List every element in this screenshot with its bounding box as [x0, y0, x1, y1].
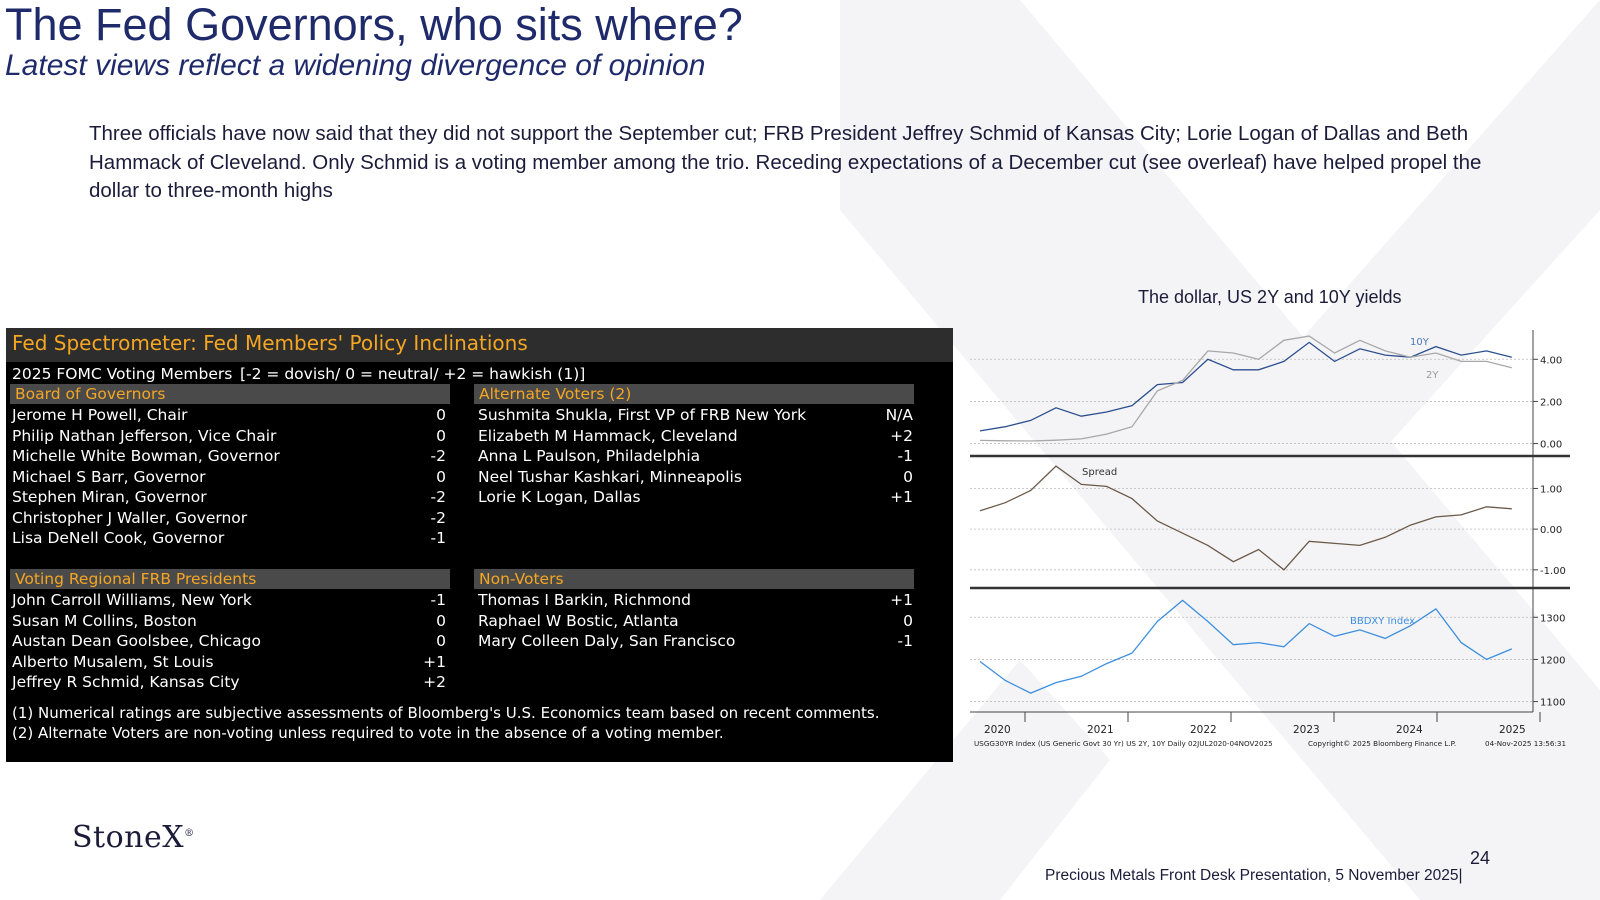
section-heading: Alternate Voters (2) [479, 385, 632, 403]
x-tick-label: 2025 [1499, 724, 1526, 736]
x-tick-label: 2022 [1190, 724, 1217, 736]
series-label: 2Y [1426, 370, 1439, 381]
member-score: 0 [436, 611, 446, 630]
member-score: 0 [903, 467, 913, 486]
series-line [979, 465, 1512, 571]
y-tick-label: 2.00 [1540, 397, 1562, 408]
section-heading: Voting Regional FRB Presidents [15, 570, 257, 588]
yield-dollar-chart: 4.00 2.00 0.00 1.00 0.00 -1.00 1300 1200 1100 10Y… [970, 330, 1570, 760]
x-tick-label: 2020 [984, 724, 1011, 736]
chart-svg: 4.00 2.00 0.00 1.00 0.00 -1.00 1300 1200 1100 10Y… [970, 330, 1570, 748]
scale-legend: [-2 = dovish/ 0 = neutral/ +2 = hawkish … [240, 365, 586, 383]
page-number: 24 [1470, 848, 1491, 868]
member-name: Michael S Barr, Governor [12, 467, 206, 486]
fed-spectrometer-panel: Fed Spectrometer: Fed Members' Policy In… [6, 328, 953, 762]
series-line [979, 341, 1512, 432]
chart-footer-copyright: Copyright© 2025 Bloomberg Finance L.P. [1308, 739, 1456, 748]
commentary-text: Three officials have now said that they … [89, 122, 1482, 202]
member-name: Lorie K Logan, Dallas [478, 488, 641, 506]
series-label: Spread [1082, 467, 1117, 478]
member-score: -1 [897, 632, 913, 650]
chart-title: The dollar, US 2Y and 10Y yields [1138, 287, 1402, 307]
member-name: John Carroll Williams, New York [12, 591, 252, 609]
member-name: Susan M Collins, Boston [12, 611, 197, 630]
y-tick-label: -1.00 [1540, 566, 1566, 577]
x-tick-label: 2024 [1396, 724, 1423, 736]
y-tick-label: 1.00 [1540, 484, 1562, 495]
member-name: Elizabeth M Hammack, Cleveland [478, 426, 738, 445]
member-name: Jeffrey R Schmid, Kansas City [12, 673, 240, 691]
member-name: Mary Colleen Daly, San Francisco [478, 632, 736, 650]
section-board-of-governors: Board of Governors [10, 384, 450, 404]
member-name: Thomas I Barkin, Richmond [478, 591, 692, 609]
chart-footer-timestamp: 04-Nov-2025 13:56:31 [1485, 739, 1566, 748]
member-score: -2 [430, 447, 446, 465]
page-subtitle: Latest views reflect a widening divergen… [5, 49, 706, 82]
member-score: -1 [430, 591, 446, 609]
member-name: Philip Nathan Jefferson, Vice Chair [12, 426, 277, 445]
presentation-footer: Precious Metals Front Desk Presentation,… [1045, 867, 1463, 884]
x-tick-label: 2021 [1087, 724, 1114, 736]
member-score: +1 [423, 652, 446, 671]
member-name: Michelle White Bowman, Governor [12, 447, 280, 465]
member-score: +2 [890, 426, 913, 445]
member-score: -1 [430, 529, 446, 547]
member-name: Neel Tushar Kashkari, Minneapolis [478, 467, 742, 486]
member-name: Jerome H Powell, Chair [12, 406, 188, 424]
member-score: 0 [436, 426, 446, 445]
voting-members-label: 2025 FOMC Voting Members [12, 365, 233, 383]
member-score: -2 [430, 488, 446, 506]
footnote-1: (1) Numerical ratings are subjective ass… [12, 704, 880, 722]
member-score: 0 [436, 467, 446, 486]
y-tick-label: 0.00 [1540, 525, 1562, 536]
member-score: +1 [890, 488, 913, 506]
stonex-logo: StoneX® [72, 820, 195, 855]
member-name: Lisa DeNell Cook, Governor [12, 529, 225, 547]
series-line [979, 599, 1513, 694]
logo-text: StoneX [72, 820, 185, 855]
y-tick-label: 1200 [1540, 655, 1565, 666]
section-alternate-voters: Alternate Voters (2) [474, 384, 914, 404]
member-score: N/A [885, 406, 913, 424]
series-label: 10Y [1410, 337, 1430, 348]
member-score: 0 [436, 406, 446, 424]
member-score: -1 [897, 447, 913, 465]
member-name: Raphael W Bostic, Atlanta [478, 611, 679, 630]
member-score: 0 [436, 632, 446, 650]
y-tick-label: 1300 [1540, 613, 1565, 624]
section-heading: Non-Voters [479, 570, 564, 588]
footnote-2: (2) Alternate Voters are non-voting unle… [12, 724, 724, 742]
chart-footer-source: USGG30YR Index (US Generic Govt 30 Yr) U… [974, 739, 1273, 748]
y-tick-label: 1100 [1540, 698, 1565, 709]
section-voting-regional-presidents: Voting Regional FRB Presidents [10, 569, 450, 589]
page-title: The Fed Governors, who sits where? [5, 0, 743, 50]
member-score: -2 [430, 508, 446, 527]
series-label: BBDXY Index [1350, 616, 1415, 627]
x-tick-label: 2023 [1293, 724, 1320, 736]
section-non-voters: Non-Voters [474, 569, 914, 589]
member-score: +2 [423, 673, 446, 691]
member-name: Sushmita Shukla, First VP of FRB New Yor… [478, 406, 807, 424]
y-tick-label: 0.00 [1540, 440, 1562, 451]
spectrometer-title: Fed Spectrometer: Fed Members' Policy In… [12, 331, 528, 355]
member-name: Stephen Miran, Governor [12, 488, 207, 506]
member-score: +1 [890, 591, 913, 609]
spectrometer-header: Fed Spectrometer: Fed Members' Policy In… [6, 328, 953, 362]
section-heading: Board of Governors [15, 385, 166, 403]
member-score: 0 [903, 611, 913, 630]
member-name: Alberto Musalem, St Louis [12, 652, 214, 671]
member-name: Anna L Paulson, Philadelphia [478, 447, 701, 465]
member-name: Christopher J Waller, Governor [12, 508, 248, 527]
member-name: Austan Dean Goolsbee, Chicago [12, 632, 261, 650]
y-tick-label: 4.00 [1540, 355, 1562, 366]
series-line [979, 335, 1512, 442]
